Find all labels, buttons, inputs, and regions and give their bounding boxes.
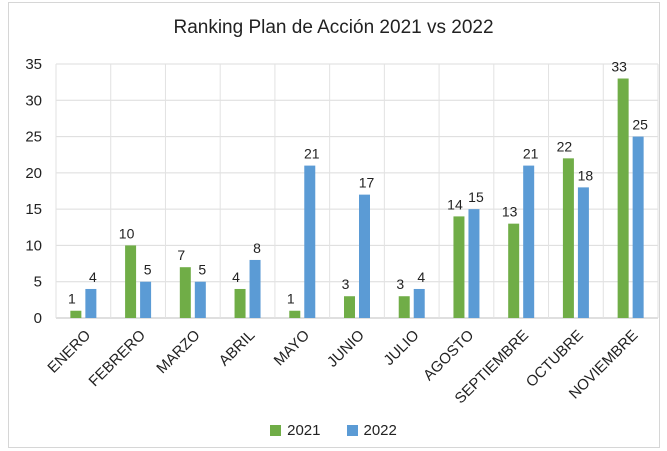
bar-2022-febrero xyxy=(140,281,152,318)
y-tick-label: 10 xyxy=(25,237,42,254)
data-label-2022: 8 xyxy=(253,240,261,256)
bar-2022-mayo xyxy=(304,165,316,318)
bar-2021-febrero xyxy=(125,245,137,318)
data-label-2022: 17 xyxy=(359,175,375,191)
data-label-2021: 7 xyxy=(177,247,185,263)
legend-label-2021: 2021 xyxy=(287,422,321,439)
x-tick-label: ABRIL xyxy=(216,327,259,370)
legend-swatch-2022 xyxy=(346,425,358,436)
bars xyxy=(70,78,644,318)
y-tick-label: 35 xyxy=(25,56,42,73)
bar-2021-junio xyxy=(344,296,355,318)
grid-lines xyxy=(55,63,659,319)
y-tick-label: 15 xyxy=(25,201,42,218)
bar-2021-mayo xyxy=(289,310,301,318)
bar-2022-octubre xyxy=(577,187,589,318)
data-label-2021: 22 xyxy=(557,138,573,154)
data-label-2021: 3 xyxy=(342,276,350,292)
x-tick-label: AGOSTO xyxy=(420,327,477,384)
data-label-2021: 10 xyxy=(119,225,135,241)
chart-title: Ranking Plan de Acción 2021 vs 2022 xyxy=(173,17,494,38)
data-label-2022: 18 xyxy=(578,167,594,183)
data-label-2021: 13 xyxy=(502,204,518,220)
y-tick-label: 25 xyxy=(25,129,42,146)
data-label-2022: 25 xyxy=(632,117,648,133)
legend-swatch-2021 xyxy=(270,425,282,436)
bar-2022-agosto xyxy=(468,209,480,318)
legend-item-2021: 2021 xyxy=(270,422,321,439)
bar-2022-enero xyxy=(85,288,97,318)
bar-2021-abril xyxy=(234,288,246,318)
data-label-2022: 5 xyxy=(198,262,206,278)
bar-2021-enero xyxy=(70,310,82,318)
data-label-2021: 4 xyxy=(232,269,240,285)
data-label-2021: 33 xyxy=(611,59,627,75)
legend-item-2022: 2022 xyxy=(346,422,397,439)
x-tick-label: JUNIO xyxy=(324,327,368,371)
bar-2022-marzo xyxy=(194,281,206,318)
bar-2022-julio xyxy=(413,288,425,318)
data-label-2022: 21 xyxy=(523,146,539,162)
bar-2021-marzo xyxy=(179,267,191,318)
y-tick-label: 20 xyxy=(25,165,42,182)
x-tick-label: FEBRERO xyxy=(86,327,149,390)
legend-label-2022: 2022 xyxy=(363,422,397,439)
bar-2021-agosto xyxy=(453,216,465,318)
data-label-2022: 21 xyxy=(304,146,320,162)
data-label-2022: 4 xyxy=(417,269,425,285)
data-label-2021: 14 xyxy=(447,196,463,212)
data-label-2021: 1 xyxy=(68,291,76,307)
y-tick-label: 5 xyxy=(34,274,42,291)
data-label-2022: 15 xyxy=(468,189,484,205)
y-axis-ticks: 0 5 10 15 20 25 30 35 xyxy=(25,56,42,327)
data-label-2021: 1 xyxy=(287,291,295,307)
legend: 2021 2022 xyxy=(0,422,667,439)
x-tick-label: ENERO xyxy=(44,327,94,377)
bar-2022-noviembre xyxy=(632,136,644,318)
data-label-2021: 3 xyxy=(396,276,404,292)
bar-2022-abril xyxy=(249,259,261,318)
bar-2022-septiembre xyxy=(523,165,535,318)
bar-2021-octubre xyxy=(562,158,574,318)
data-label-2022: 5 xyxy=(144,262,152,278)
x-tick-label: MAYO xyxy=(271,327,313,369)
x-tick-label: JULIO xyxy=(380,327,422,369)
data-label-2022: 4 xyxy=(89,269,97,285)
bar-2021-julio xyxy=(398,296,410,318)
x-tick-label: MARZO xyxy=(153,327,203,377)
chart-frame xyxy=(8,2,660,448)
y-tick-label: 30 xyxy=(25,92,42,109)
bar-2021-septiembre xyxy=(508,223,520,318)
bar-2022-junio xyxy=(359,194,370,318)
bar-2021-noviembre xyxy=(617,78,629,318)
y-tick-label: 0 xyxy=(34,310,42,327)
